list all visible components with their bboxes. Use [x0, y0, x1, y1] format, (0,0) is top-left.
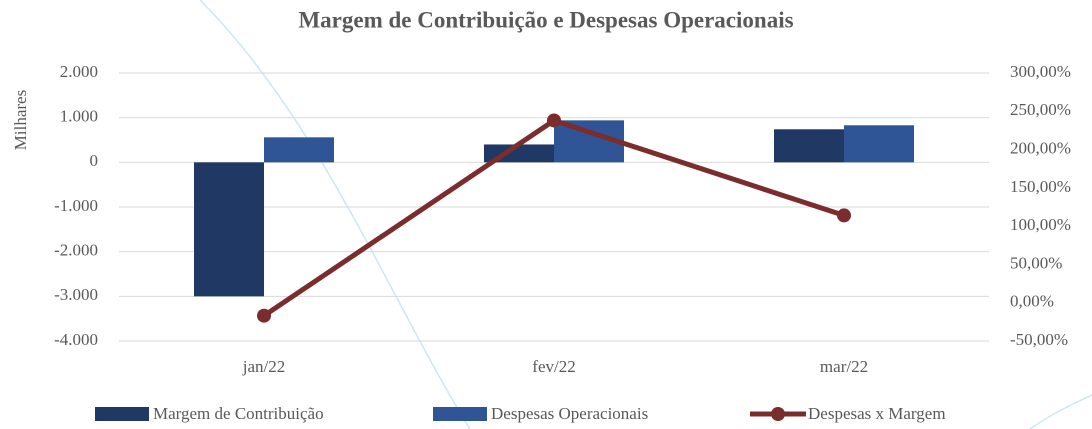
- y-axis-label: Milhares: [11, 90, 30, 150]
- y-tick-label: -3.000: [54, 285, 98, 304]
- line-marker: [547, 113, 561, 128]
- legend-swatch: [771, 407, 785, 421]
- y2-tick-label: 300,00%: [1010, 62, 1071, 81]
- x-tick-label: fev/22: [532, 357, 575, 376]
- y2-tick-label: 50,00%: [1010, 253, 1062, 272]
- legend-label: Despesas Operacionais: [491, 404, 648, 423]
- bar: [844, 125, 914, 163]
- x-tick-label: mar/22: [820, 357, 868, 376]
- y2-tick-label: 200,00%: [1010, 138, 1071, 157]
- bar: [194, 162, 264, 297]
- y-tick-label: -1.000: [54, 196, 98, 215]
- y2-tick-label: 250,00%: [1010, 100, 1071, 119]
- y2-tick-label: -50,00%: [1010, 330, 1068, 349]
- decor-curve: [1029, 394, 1092, 429]
- y2-tick-label: 150,00%: [1010, 177, 1071, 196]
- legend-swatch: [95, 407, 149, 421]
- line-marker: [257, 308, 271, 323]
- line-marker: [837, 208, 851, 223]
- y-tick-label: 0: [90, 151, 99, 170]
- y-tick-label: 2.000: [60, 62, 98, 81]
- y2-tick-label: 100,00%: [1010, 215, 1071, 234]
- legend-swatch: [433, 407, 487, 421]
- bar: [774, 129, 844, 163]
- x-tick-label: jan/22: [242, 357, 286, 376]
- decor-curve: [199, 0, 471, 429]
- y-tick-label: 1.000: [60, 107, 98, 126]
- legend-label: Margem de Contribuição: [153, 404, 324, 423]
- y2-tick-label: 0,00%: [1010, 292, 1054, 311]
- chart-title: Margem de Contribuição e Despesas Operac…: [298, 7, 793, 32]
- y-tick-label: -2.000: [54, 241, 98, 260]
- y-tick-label: -4.000: [54, 330, 98, 349]
- bar: [264, 137, 334, 163]
- legend-label: Despesas x Margem: [808, 404, 946, 423]
